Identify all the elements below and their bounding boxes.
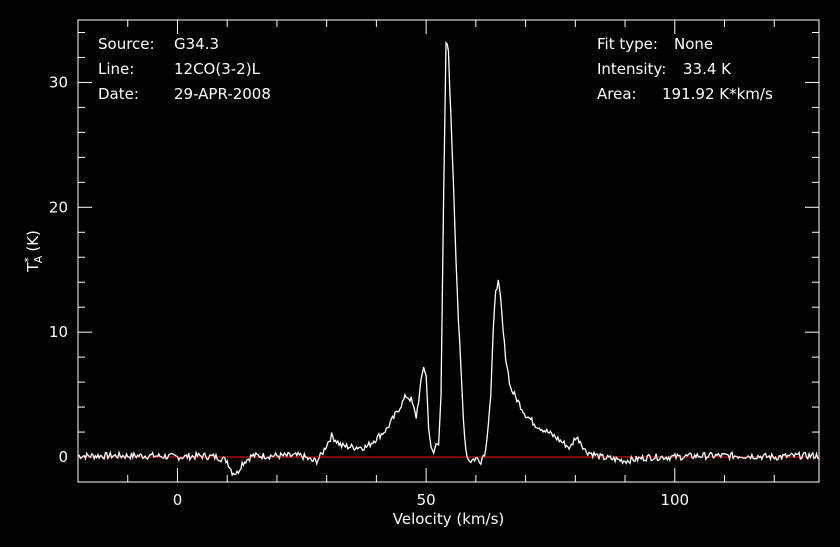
line-label: Line: xyxy=(98,60,135,78)
intensity-label: Intensity: xyxy=(597,60,667,78)
y-tick-label: 0 xyxy=(58,448,68,466)
source-label: Source: xyxy=(98,35,155,53)
y-axis-label-main: T xyxy=(24,262,42,273)
axis-ticks: 0 50 100 0 10 20 30 xyxy=(49,20,819,509)
info-left: Source: G34.3 Line: 12CO(3-2)L Date: 29-… xyxy=(98,35,271,161)
intensity-value: 33.4 K xyxy=(683,60,732,78)
area-value: 191.92 K*km/s xyxy=(662,85,773,103)
y-axis-label-sup: * xyxy=(22,257,35,263)
x-tick-label: 100 xyxy=(660,491,689,509)
y-axis-label: T*A (K) xyxy=(22,230,45,273)
x-axis-label: Velocity (km/s) xyxy=(393,510,504,528)
y-axis-label-sub: A xyxy=(32,255,45,263)
plot-frame xyxy=(77,19,820,483)
line-value: 12CO(3-2)L xyxy=(174,60,260,78)
area-label: Area: xyxy=(597,85,637,103)
y-axis-label-unit: (K) xyxy=(24,230,42,252)
x-tick-label: 50 xyxy=(417,491,436,509)
date-label: Date: xyxy=(98,85,139,103)
y-tick-label: 30 xyxy=(49,73,68,91)
svg-text:T*A(K): T*A (K) xyxy=(22,230,45,273)
spectrum-line xyxy=(77,41,820,477)
info-right: Fit type: None Intensity: 33.4 K Area: 1… xyxy=(597,35,773,161)
fit-type-value: None xyxy=(674,35,714,53)
fit-type-label: Fit type: xyxy=(597,35,658,53)
y-tick-label: 20 xyxy=(49,198,68,216)
date-value: 29-APR-2008 xyxy=(174,85,271,103)
x-tick-label: 0 xyxy=(173,491,183,509)
source-value: G34.3 xyxy=(174,35,220,53)
y-tick-label: 10 xyxy=(49,323,68,341)
